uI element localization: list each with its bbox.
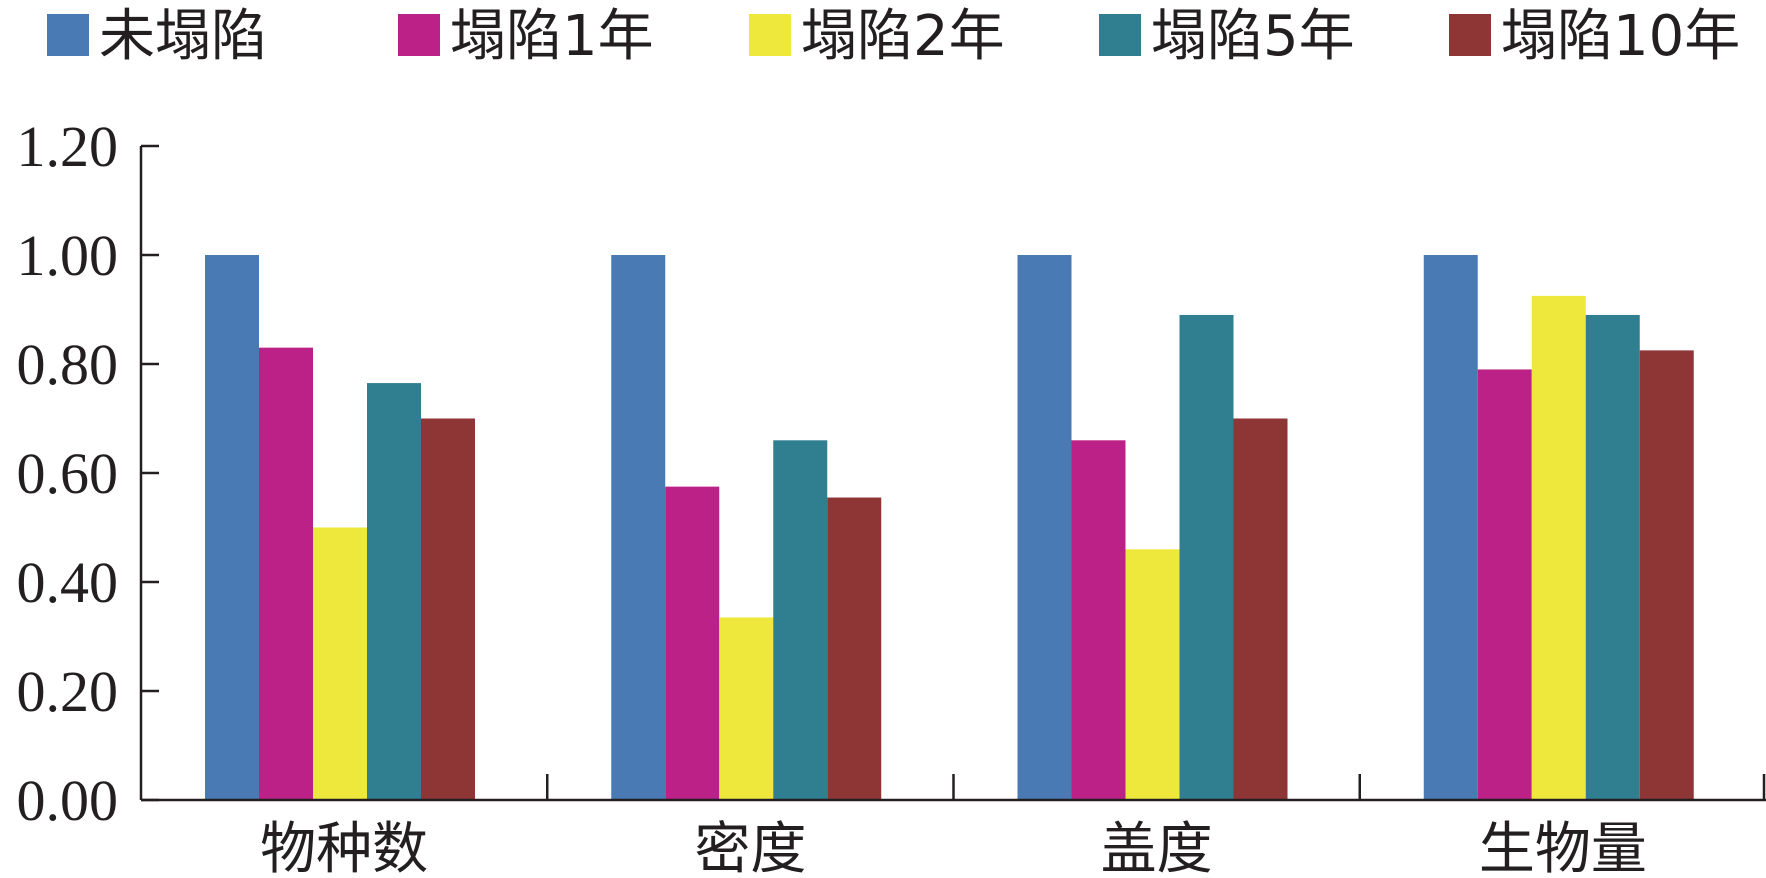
y-tick-label: 1.20 — [17, 114, 119, 179]
bar — [1639, 350, 1694, 800]
bar — [1017, 255, 1072, 800]
x-category-label: 盖度 — [1101, 817, 1213, 878]
y-tick-label: 0.00 — [17, 768, 119, 833]
bar — [1179, 314, 1234, 800]
y-tick-label: 0.20 — [17, 659, 119, 724]
bar — [827, 497, 882, 800]
bar — [1071, 440, 1126, 800]
x-category-label: 物种数 — [260, 817, 428, 878]
bars-layer — [205, 255, 1694, 800]
bar — [421, 418, 475, 800]
bar — [665, 486, 720, 800]
bar — [611, 255, 666, 800]
bar — [1423, 255, 1478, 800]
legend-swatch — [398, 14, 440, 56]
legend-swatch — [1449, 14, 1491, 56]
bar — [205, 255, 259, 800]
bar — [1233, 418, 1288, 800]
x-categories: 物种数 密度 盖度 生物量 — [260, 774, 1766, 878]
x-category-label: 生物量 — [1479, 817, 1647, 878]
y-tick-label: 0.80 — [17, 332, 119, 397]
legend-swatch — [47, 14, 89, 56]
bar — [1125, 549, 1180, 800]
legend: 未塌陷 塌陷1年 塌陷2年 塌陷5年 塌陷10年 — [47, 4, 1740, 69]
y-ticks: 0.00 0.20 0.40 0.60 0.80 1.00 1.20 — [17, 114, 159, 833]
x-category-label: 密度 — [694, 817, 806, 878]
y-tick-label: 0.60 — [17, 441, 119, 506]
legend-label: 塌陷5年 — [1151, 4, 1355, 69]
legend-label: 塌陷1年 — [450, 4, 654, 69]
bar — [313, 527, 367, 800]
y-tick-label: 1.00 — [17, 223, 119, 288]
legend-label: 未塌陷 — [99, 4, 267, 69]
legend-label: 塌陷2年 — [801, 4, 1005, 69]
bar — [1585, 314, 1640, 800]
bar — [773, 440, 828, 800]
bar — [1531, 295, 1586, 800]
bar — [259, 347, 313, 800]
bar — [1477, 369, 1532, 800]
legend-swatch — [749, 14, 791, 56]
bar — [719, 617, 774, 800]
legend-label: 塌陷10年 — [1501, 4, 1740, 69]
legend-swatch — [1099, 14, 1141, 56]
y-tick-label: 0.40 — [17, 550, 119, 615]
bar — [367, 383, 421, 800]
